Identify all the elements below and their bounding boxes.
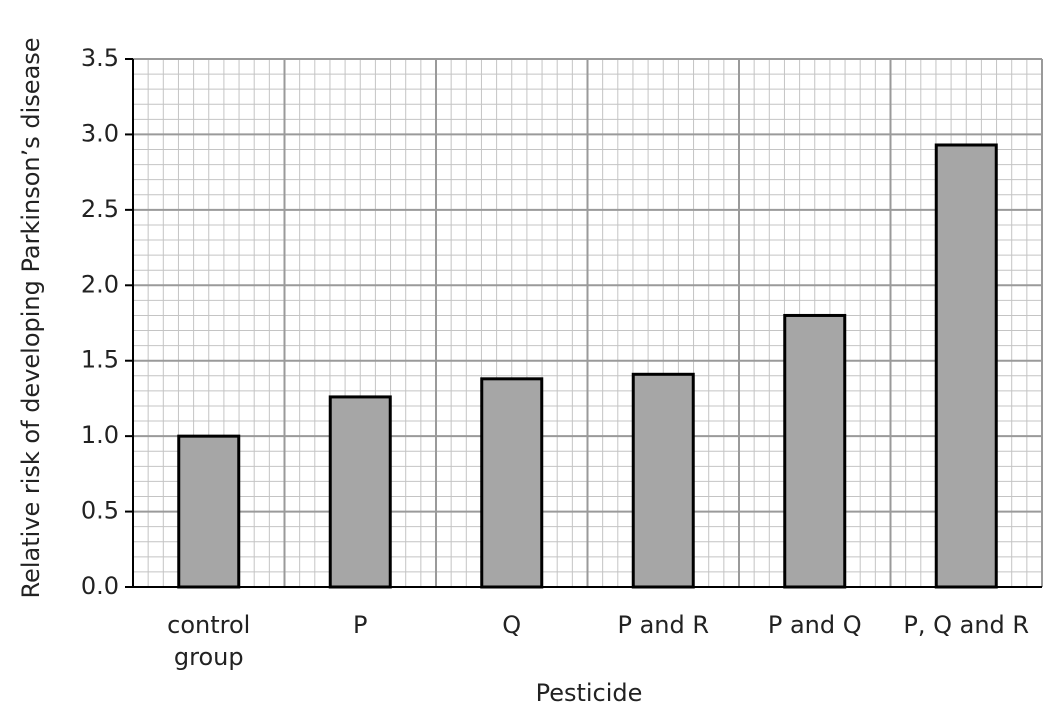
x-axis-title: Pesticide [536, 679, 643, 707]
bar [631, 372, 695, 589]
x-tick-label: Q [502, 611, 522, 639]
x-tick-label: P, Q and R [903, 611, 1030, 639]
y-tick-label: 0.0 [81, 572, 119, 600]
x-tick-label: control group [167, 611, 251, 671]
y-tick-label: 1.0 [81, 421, 119, 449]
y-axis-title: Relative risk of developing Parkinson’s … [17, 37, 45, 598]
y-tick-label: 2.0 [81, 270, 119, 298]
y-tick-label: 1.5 [81, 346, 119, 374]
x-tick-label: P and R [617, 611, 710, 639]
bar [934, 143, 998, 589]
bar [177, 434, 241, 589]
y-tick-label: 2.5 [81, 195, 119, 223]
y-tick-label: 3.5 [81, 44, 119, 72]
bar [328, 395, 392, 589]
bar [480, 377, 544, 589]
x-tick-label: P [353, 611, 368, 639]
y-tick-label: 3.0 [81, 119, 119, 147]
x-tick-label: P and Q [767, 611, 862, 639]
y-tick-label: 0.5 [81, 497, 119, 525]
bar [783, 313, 847, 589]
